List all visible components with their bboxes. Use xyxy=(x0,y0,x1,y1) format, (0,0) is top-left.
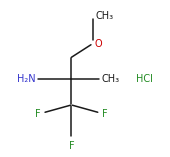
Text: F: F xyxy=(69,141,74,151)
Text: O: O xyxy=(94,39,102,49)
Text: H₂N: H₂N xyxy=(17,73,36,84)
Text: F: F xyxy=(35,109,41,119)
Text: CH₃: CH₃ xyxy=(102,73,120,84)
Text: CH₃: CH₃ xyxy=(95,11,113,21)
Text: F: F xyxy=(102,109,108,119)
Text: HCl: HCl xyxy=(136,73,153,84)
